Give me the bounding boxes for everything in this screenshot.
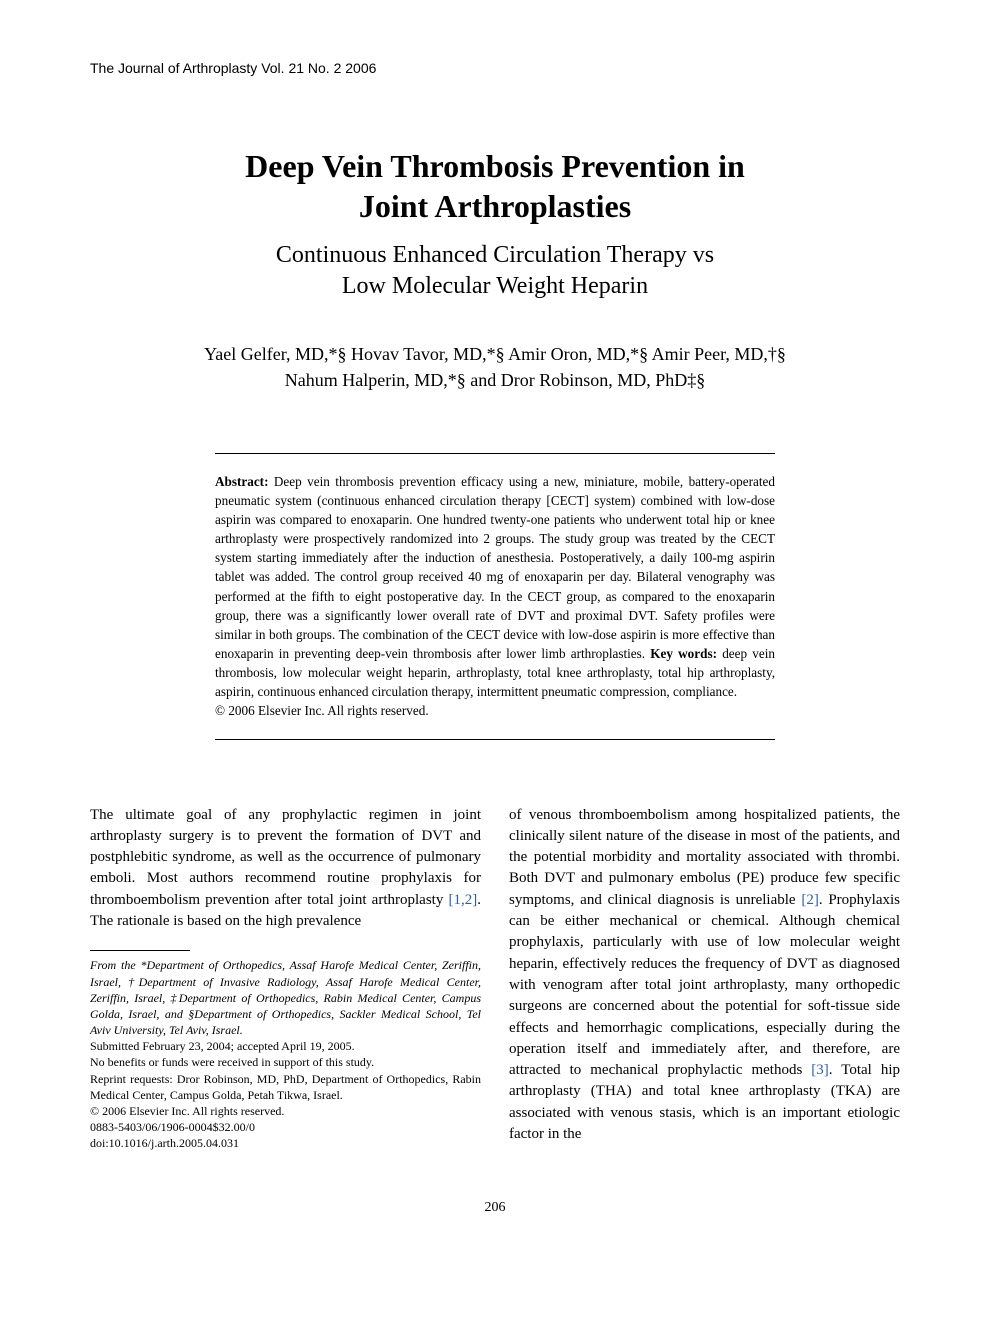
article-subtitle: Continuous Enhanced Circulation Therapy … — [90, 240, 900, 302]
body-paragraph: of venous thromboembolism among hospital… — [509, 805, 900, 1146]
page-number: 206 — [90, 1200, 900, 1216]
rights-line: © 2006 Elsevier Inc. All rights reserved… — [90, 1103, 481, 1119]
body-text: The ultimate goal of any prophylactic re… — [90, 807, 481, 908]
abstract-text: Abstract: Deep vein thrombosis preventio… — [215, 472, 775, 721]
reprint-line: Reprint requests: Dror Robinson, MD, PhD… — [90, 1071, 481, 1103]
benefits-line: No benefits or funds were received in su… — [90, 1054, 481, 1070]
citation-link[interactable]: [3] — [811, 1062, 829, 1078]
authors-line-2: Nahum Halperin, MD,*§ and Dror Robinson,… — [285, 370, 705, 390]
abstract-copyright: © 2006 Elsevier Inc. All rights reserved… — [215, 703, 429, 718]
title-line-2: Joint Arthroplasties — [359, 188, 631, 224]
running-head: The Journal of Arthroplasty Vol. 21 No. … — [90, 60, 900, 76]
keywords-label: Key words: — [650, 646, 717, 661]
footnote-rule — [90, 950, 190, 951]
subtitle-line-2: Low Molecular Weight Heparin — [342, 273, 648, 299]
submitted-line: Submitted February 23, 2004; accepted Ap… — [90, 1038, 481, 1054]
abstract-body: Deep vein thrombosis prevention efficacy… — [215, 474, 775, 661]
body-paragraph: The ultimate goal of any prophylactic re… — [90, 805, 481, 933]
column-left: The ultimate goal of any prophylactic re… — [90, 790, 481, 1161]
abstract-label: Abstract: — [215, 474, 268, 489]
column-right: of venous thromboembolism among hospital… — [509, 790, 900, 1161]
body-columns: The ultimate goal of any prophylactic re… — [90, 790, 900, 1161]
citation-link[interactable]: [2] — [801, 892, 819, 908]
affiliations: From the *Department of Orthopedics, Ass… — [90, 957, 481, 1038]
body-text: . Prophylaxis can be either mechanical o… — [509, 892, 900, 1078]
citation-link[interactable]: [1,2] — [449, 892, 478, 908]
authors-line-1: Yael Gelfer, MD,*§ Hovav Tavor, MD,*§ Am… — [204, 344, 786, 364]
abstract-box: Abstract: Deep vein thrombosis preventio… — [215, 453, 775, 740]
subtitle-line-1: Continuous Enhanced Circulation Therapy … — [276, 242, 714, 268]
author-list: Yael Gelfer, MD,*§ Hovav Tavor, MD,*§ Am… — [90, 342, 900, 392]
issn-line: 0883-5403/06/1906-0004$32.00/0 — [90, 1119, 481, 1135]
title-line-1: Deep Vein Thrombosis Prevention in — [245, 148, 745, 184]
article-title: Deep Vein Thrombosis Prevention in Joint… — [90, 146, 900, 226]
page: The Journal of Arthroplasty Vol. 21 No. … — [0, 0, 990, 1266]
doi-line: doi:10.1016/j.arth.2005.04.031 — [90, 1135, 481, 1151]
footnotes: From the *Department of Orthopedics, Ass… — [90, 957, 481, 1151]
